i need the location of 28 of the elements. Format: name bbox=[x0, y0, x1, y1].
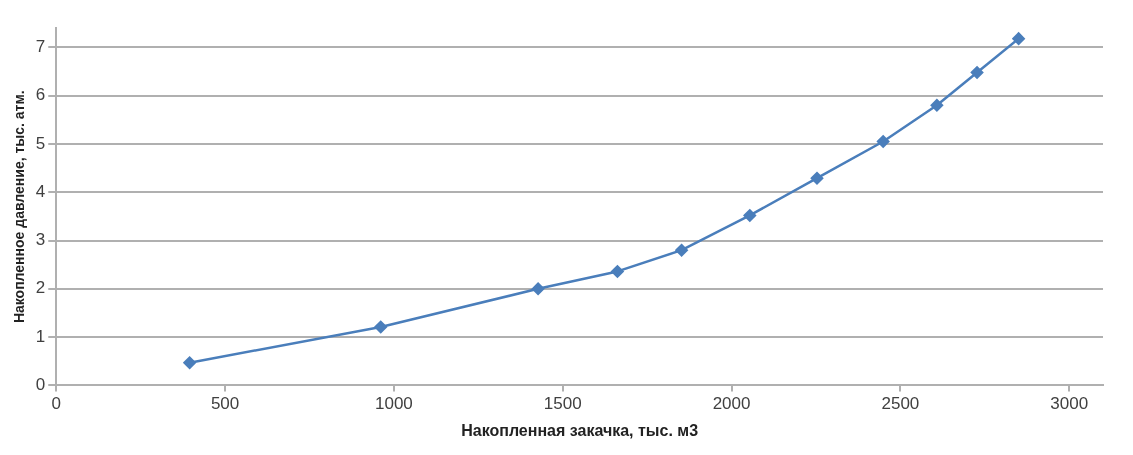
point bbox=[743, 209, 757, 222]
point bbox=[531, 282, 545, 296]
point bbox=[675, 243, 688, 257]
y-tick-label: 5 bbox=[35, 133, 46, 153]
point bbox=[876, 135, 890, 148]
x-tick-label: 500 bbox=[210, 394, 240, 414]
y-tick-label: 4 bbox=[35, 181, 46, 201]
point bbox=[930, 99, 944, 112]
point bbox=[183, 356, 196, 369]
x-tick-label: 3000 bbox=[1050, 394, 1089, 414]
y-tick-label: 2 bbox=[35, 278, 46, 298]
x-axis-title: Накопленная закачка, тыс. м3 bbox=[461, 421, 699, 439]
y-tick-label: 3 bbox=[35, 230, 46, 250]
point bbox=[611, 265, 624, 278]
y-tick-label: 0 bbox=[35, 375, 46, 395]
y-axis-title: Накопленное давление, тыс. атм. bbox=[11, 90, 28, 324]
x-tick-label: 2000 bbox=[712, 394, 751, 414]
point bbox=[374, 320, 387, 334]
y-tick-label: 6 bbox=[35, 85, 46, 105]
y-tick-label: 1 bbox=[35, 326, 46, 346]
y-tick-label: 7 bbox=[35, 37, 46, 57]
x-tick-label: 0 bbox=[51, 394, 61, 414]
point bbox=[1012, 32, 1025, 45]
point bbox=[810, 171, 824, 185]
x-tick-label: 1000 bbox=[375, 394, 413, 414]
x-tick-label: 2500 bbox=[881, 394, 920, 414]
point bbox=[970, 66, 984, 79]
x-tick-label: 1500 bbox=[543, 394, 582, 414]
